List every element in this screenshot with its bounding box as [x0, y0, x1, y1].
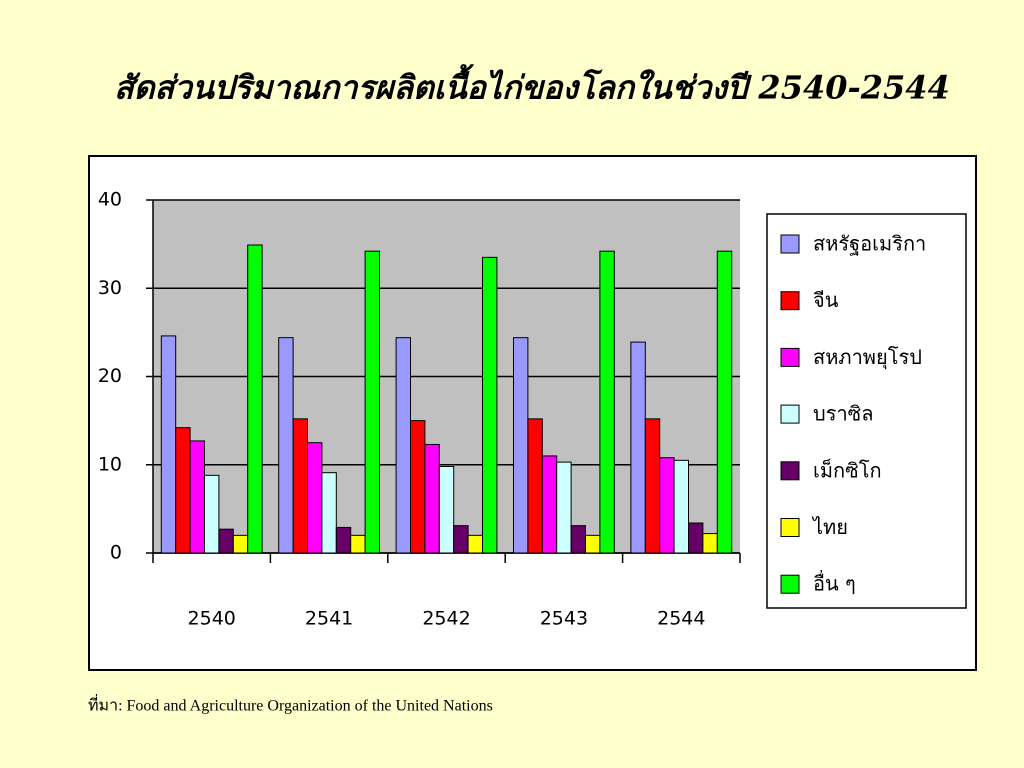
- bar: [218, 528, 234, 554]
- bar: [716, 250, 733, 554]
- bar: [630, 341, 646, 554]
- bar: [644, 418, 661, 554]
- bar: [467, 534, 484, 554]
- bar: [438, 466, 455, 554]
- x-tick-label: 2541: [305, 608, 353, 630]
- y-tick-label: 20: [98, 365, 122, 387]
- bar: [688, 522, 704, 554]
- bar: [160, 335, 177, 554]
- bar: [278, 337, 294, 554]
- y-tick-label: 10: [98, 453, 122, 475]
- bar: [541, 455, 558, 554]
- bar: [189, 440, 206, 554]
- legend-swatch: [780, 347, 800, 367]
- bar: [410, 420, 426, 554]
- legend-label: จีน: [813, 288, 839, 312]
- legend-label: สหรัฐอเมริกา: [813, 232, 926, 256]
- legend: [766, 213, 967, 609]
- x-tick-label: 2543: [540, 608, 588, 630]
- legend-label: เม็กซิโก: [813, 457, 882, 482]
- bar: [659, 457, 675, 554]
- legend-label: ไทย: [811, 515, 848, 539]
- legend-swatch: [780, 404, 800, 424]
- bar: [556, 461, 572, 554]
- legend-swatch: [780, 234, 800, 254]
- legend-swatch: [780, 574, 800, 594]
- bar: [513, 337, 529, 554]
- y-tick-label: 0: [110, 542, 122, 564]
- bar: [424, 443, 440, 554]
- bar: [232, 534, 249, 554]
- bar: [453, 525, 469, 554]
- bar: [482, 256, 498, 554]
- bar: [175, 427, 191, 554]
- bar: [702, 533, 718, 554]
- bar: [307, 442, 323, 554]
- bar: [321, 472, 337, 554]
- bar: [335, 526, 352, 554]
- legend-label: อื่น ๆ: [813, 570, 856, 596]
- bar: [673, 459, 689, 554]
- y-tick-label: 40: [98, 189, 122, 211]
- legend-label: สหภาพยุโรป: [813, 345, 922, 370]
- bar: [527, 418, 543, 554]
- source-note: ที่มา: Food and Agriculture Organization…: [88, 694, 493, 715]
- x-tick-label: 2542: [422, 608, 470, 630]
- bar: [292, 418, 309, 554]
- bar: [204, 474, 220, 554]
- chart-title: สัดส่วนปริมาณการผลิตเนื้อไก่ของโลกในช่วง…: [114, 64, 950, 107]
- bar: [364, 250, 381, 554]
- bar: [395, 337, 412, 554]
- x-tick-label: 2540: [188, 608, 236, 630]
- bar: [350, 534, 366, 554]
- legend-swatch: [780, 518, 800, 537]
- bar: [599, 250, 615, 554]
- y-tick-label: 30: [98, 277, 122, 299]
- bar: [585, 534, 601, 554]
- bar: [247, 244, 263, 554]
- legend-swatch: [780, 291, 800, 311]
- legend-label: บราซิล: [813, 402, 874, 426]
- bar: [570, 525, 586, 554]
- x-tick-label: 2544: [657, 608, 705, 630]
- legend-swatch: [780, 461, 800, 481]
